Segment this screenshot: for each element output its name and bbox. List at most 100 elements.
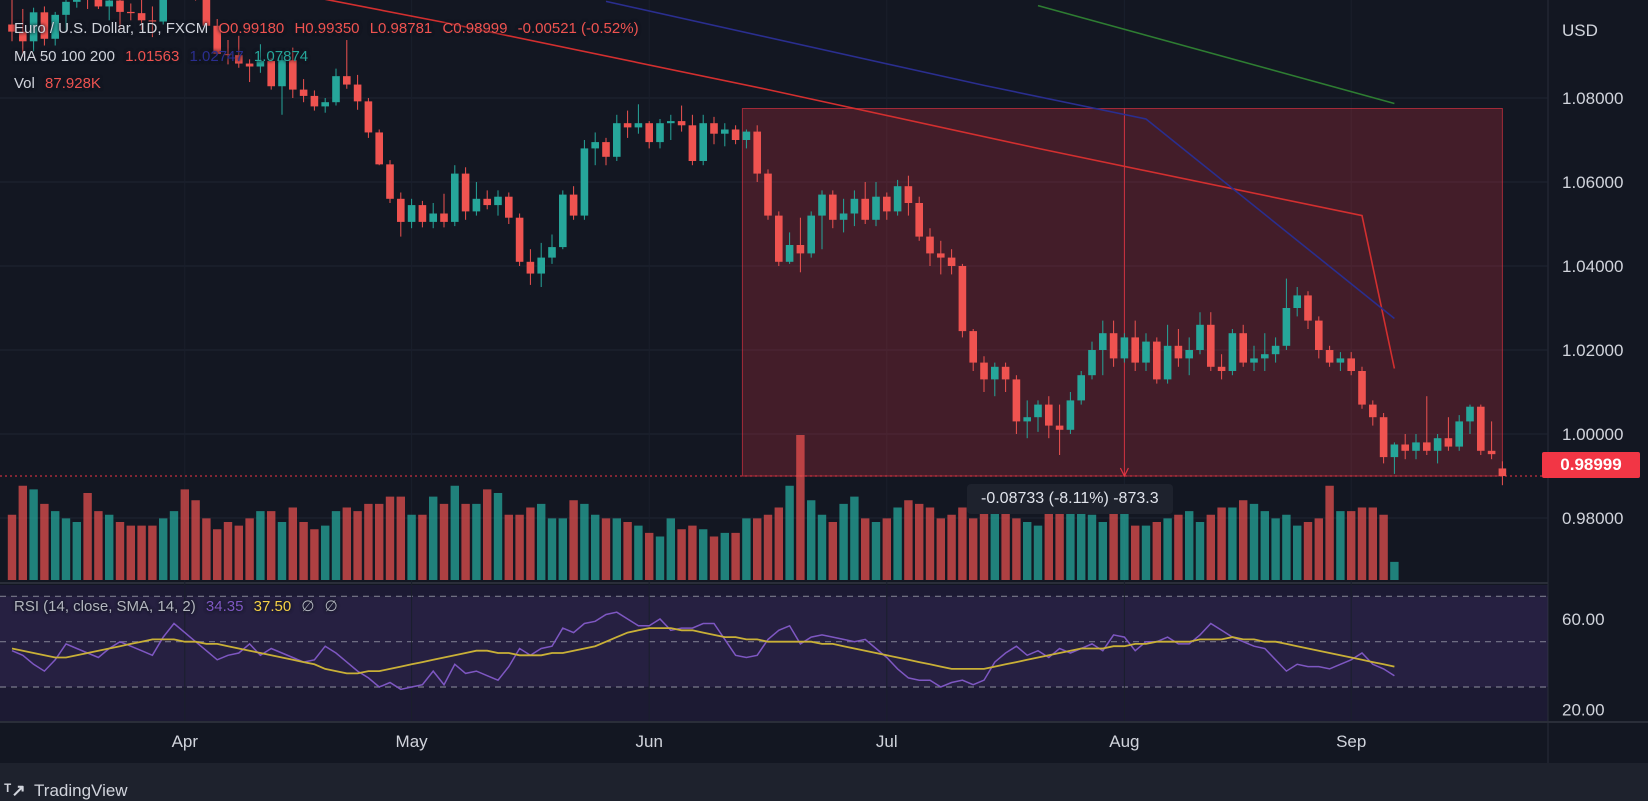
candle-body[interactable] — [580, 148, 589, 216]
candle[interactable] — [332, 68, 340, 106]
candle-body[interactable] — [256, 61, 265, 67]
candle-body[interactable] — [1034, 404, 1042, 418]
candle[interactable] — [699, 114, 707, 166]
candle-body[interactable] — [915, 203, 923, 237]
candle-body[interactable] — [310, 95, 319, 107]
candle-body[interactable] — [969, 331, 977, 363]
candle-body[interactable] — [1379, 417, 1388, 458]
candle-body[interactable] — [1001, 366, 1010, 380]
candle-body[interactable] — [332, 76, 340, 103]
price-tick-label[interactable]: 1.02000 — [1562, 341, 1623, 360]
candle-body[interactable] — [375, 132, 383, 165]
candle[interactable] — [440, 193, 448, 228]
candle-body[interactable] — [461, 173, 470, 212]
candle-body[interactable] — [429, 213, 437, 222]
candle[interactable] — [764, 169, 772, 220]
candle[interactable] — [1498, 461, 1507, 486]
candle[interactable] — [883, 192, 891, 220]
candle[interactable] — [1217, 354, 1226, 380]
candle-body[interactable] — [861, 198, 869, 220]
candle[interactable] — [51, 11, 59, 46]
candle[interactable] — [623, 110, 632, 138]
candle[interactable] — [969, 329, 977, 371]
candle-body[interactable] — [1023, 417, 1031, 422]
candle[interactable] — [245, 59, 254, 83]
candle[interactable] — [1153, 337, 1161, 384]
candle-body[interactable] — [559, 194, 567, 248]
candle-body[interactable] — [1282, 308, 1291, 346]
candle-body[interactable] — [397, 198, 405, 222]
candle-body[interactable] — [904, 186, 913, 203]
symbol-legend[interactable]: Euro / U.S. Dollar, 1D, FXCM O0.99180 H0… — [14, 20, 645, 37]
candle[interactable] — [1023, 400, 1031, 439]
candle-body[interactable] — [278, 60, 286, 87]
candle[interactable] — [1358, 366, 1366, 409]
candle[interactable] — [1045, 396, 1053, 439]
candle-body[interactable] — [645, 123, 653, 143]
candle-body[interactable] — [883, 196, 891, 212]
measure-range-box[interactable] — [0, 108, 1548, 478]
price-tick-label[interactable]: 1.06000 — [1562, 173, 1623, 192]
candle[interactable] — [829, 190, 837, 229]
candle-body[interactable] — [753, 131, 761, 174]
candle[interactable] — [62, 0, 70, 32]
candle-body[interactable] — [494, 196, 502, 206]
candle-body[interactable] — [980, 362, 988, 380]
candle[interactable] — [1282, 278, 1291, 350]
candle-body[interactable] — [245, 63, 254, 67]
candle-body[interactable] — [1390, 444, 1399, 458]
candle-body[interactable] — [1336, 358, 1345, 363]
candle[interactable] — [310, 90, 319, 111]
candle-body[interactable] — [127, 11, 135, 14]
candle[interactable] — [515, 213, 524, 267]
candle-body[interactable] — [807, 215, 815, 254]
candle-body[interactable] — [1423, 442, 1431, 451]
candle[interactable] — [1423, 396, 1431, 455]
candle[interactable] — [1444, 417, 1453, 451]
candle[interactable] — [1131, 320, 1139, 371]
candle-body[interactable] — [407, 205, 416, 222]
candle-body[interactable] — [731, 129, 740, 141]
candle-body[interactable] — [1325, 350, 1334, 363]
candle-body[interactable] — [872, 196, 880, 220]
rsi-tick-label[interactable]: 20.00 — [1562, 701, 1605, 720]
candle[interactable] — [418, 200, 427, 228]
candle[interactable] — [353, 74, 362, 110]
candle[interactable] — [1163, 324, 1172, 384]
candle-body[interactable] — [1358, 371, 1366, 405]
candle[interactable] — [602, 137, 610, 166]
candle-body[interactable] — [1466, 406, 1474, 422]
candle-body[interactable] — [1012, 379, 1021, 422]
candle[interactable] — [753, 125, 761, 182]
candle[interactable] — [796, 217, 805, 273]
candle[interactable] — [1433, 434, 1442, 464]
candle-body[interactable] — [62, 1, 70, 15]
candle[interactable] — [159, 0, 167, 25]
candle[interactable] — [202, 0, 211, 28]
candle[interactable] — [1109, 320, 1118, 367]
candle-body[interactable] — [224, 53, 232, 56]
candle[interactable] — [1369, 400, 1377, 426]
candle[interactable] — [688, 114, 697, 166]
candle-body[interactable] — [1347, 358, 1355, 371]
candle-body[interactable] — [1109, 333, 1118, 359]
candle-body[interactable] — [202, 0, 211, 26]
candle-body[interactable] — [602, 142, 610, 157]
candle[interactable] — [105, 0, 113, 21]
candle-body[interactable] — [839, 213, 848, 220]
candle[interactable] — [19, 8, 27, 57]
candle[interactable] — [386, 160, 394, 203]
candle[interactable] — [861, 182, 869, 224]
candle-body[interactable] — [1099, 333, 1107, 350]
candle-body[interactable] — [1207, 324, 1215, 367]
price-tick-label[interactable]: 1.04000 — [1562, 257, 1623, 276]
candle-body[interactable] — [656, 123, 664, 143]
candle[interactable] — [613, 114, 621, 161]
candle-body[interactable] — [1261, 354, 1269, 359]
candle[interactable] — [656, 119, 664, 149]
candle-body[interactable] — [1077, 375, 1085, 401]
candle[interactable] — [1174, 329, 1183, 367]
candle-body[interactable] — [1088, 350, 1096, 376]
candle[interactable] — [1336, 352, 1345, 371]
candle[interactable] — [1001, 362, 1010, 392]
